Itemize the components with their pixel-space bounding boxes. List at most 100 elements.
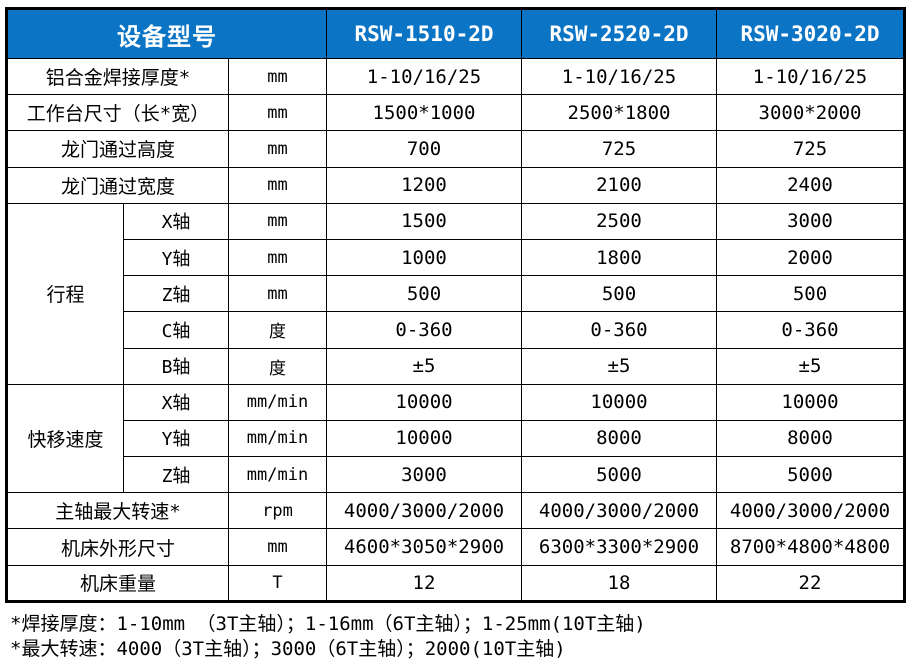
axis-label: B轴 [123, 347, 229, 385]
row-label: 主轴最大转速* [6, 492, 229, 530]
unit-cell: T [228, 564, 327, 602]
axis-label: C轴 [123, 311, 229, 349]
group-label-travel: 行程 [6, 202, 124, 385]
unit-cell: mm [228, 130, 327, 168]
group-label-rapid-speed: 快移速度 [6, 383, 124, 494]
row-label: 龙门通过宽度 [6, 166, 229, 204]
value-cell: 10000 [716, 383, 905, 421]
value-cell: 1-10/16/25 [521, 57, 717, 96]
value-cell: 5000 [716, 456, 905, 494]
value-cell: 12 [326, 564, 522, 602]
footnotes: *焊接厚度：1-10mm （3T主轴）；1-16mm（6T主轴）；1-25mm(… [10, 612, 900, 662]
value-cell: 8000 [716, 419, 905, 458]
value-cell: ±5 [326, 347, 522, 385]
unit-cell: mm [228, 238, 327, 277]
unit-cell: mm [228, 94, 327, 132]
axis-label: Z轴 [123, 456, 229, 494]
value-cell: 4000/3000/2000 [326, 492, 522, 530]
unit-cell: mm/min [228, 383, 327, 421]
row-label: 机床外形尺寸 [6, 528, 229, 566]
value-cell: 2100 [521, 166, 717, 204]
model-header-rsw-2520: RSW-2520-2D [521, 8, 717, 59]
table-row-travel-y: Y轴 mm 1000 1800 2000 [7, 238, 905, 277]
axis-label: Y轴 [123, 419, 229, 458]
model-header-rsw-3020: RSW-3020-2D [716, 8, 905, 59]
table-row-gantry-height: 龙门通过高度 mm 700 725 725 [6, 130, 905, 168]
row-label: 龙门通过高度 [6, 130, 229, 168]
value-cell: 1200 [326, 166, 522, 204]
table-row-machine-dimensions: 机床外形尺寸 mm 4600*3050*2900 6300*3300*2900 … [6, 528, 905, 566]
value-cell: 725 [716, 130, 905, 168]
value-cell: 700 [326, 130, 522, 168]
value-cell: 500 [521, 275, 717, 313]
axis-label: X轴 [123, 202, 229, 240]
unit-cell: mm [228, 275, 327, 313]
value-cell: 10000 [326, 419, 522, 458]
value-cell: 4600*3050*2900 [326, 528, 522, 566]
value-cell: 22 [716, 564, 905, 602]
unit-cell: 度 [228, 347, 327, 385]
value-cell: 2400 [716, 166, 905, 204]
table-row-travel-x: 行程 X轴 mm 1500 2500 3000 [6, 202, 905, 385]
table-row-rapid-z: Z轴 mm/min 3000 5000 5000 [7, 456, 905, 494]
table-row-machine-weight: 机床重量 T 12 18 22 [6, 564, 905, 602]
unit-cell: 度 [228, 311, 327, 349]
value-cell: 5000 [521, 456, 717, 494]
value-cell: 3000 [716, 202, 905, 240]
unit-cell: mm [228, 528, 327, 566]
value-cell: 1500*1000 [326, 94, 522, 132]
footnote-weld-thickness: *焊接厚度：1-10mm （3T主轴）；1-16mm（6T主轴）；1-25mm(… [10, 613, 646, 635]
table-row-travel-c: C轴 度 0-360 0-360 0-360 [7, 311, 905, 349]
value-cell: 0-360 [716, 311, 905, 349]
value-cell: 1-10/16/25 [326, 57, 522, 96]
device-model-header: 设备型号 [6, 8, 327, 59]
value-cell: 500 [716, 275, 905, 313]
value-cell: 2000 [716, 238, 905, 277]
value-cell: 0-360 [521, 311, 717, 349]
value-cell: 6300*3300*2900 [521, 528, 717, 566]
value-cell: 0-360 [326, 311, 522, 349]
table-row-rapid-y: Y轴 mm/min 10000 8000 8000 [7, 419, 905, 458]
value-cell: ±5 [716, 347, 905, 385]
value-cell: 3000*2000 [716, 94, 905, 132]
axis-label: X轴 [123, 383, 229, 421]
value-cell: 10000 [326, 383, 522, 421]
value-cell: 2500*1800 [521, 94, 717, 132]
value-cell: 4000/3000/2000 [716, 492, 905, 530]
value-cell: 1800 [521, 238, 717, 277]
table-row-gantry-width: 龙门通过宽度 mm 1200 2100 2400 [6, 166, 905, 204]
table-row-travel-b: B轴 度 ±5 ±5 ±5 [7, 347, 905, 385]
spec-table: 设备型号 RSW-1510-2D RSW-2520-2D RSW-3020-2D… [5, 7, 906, 603]
value-cell: 8000 [521, 419, 717, 458]
value-cell: 10000 [521, 383, 717, 421]
table-row-spindle-speed: 主轴最大转速* rpm 4000/3000/2000 4000/3000/200… [6, 492, 905, 530]
unit-cell: mm/min [228, 419, 327, 458]
unit-cell: mm/min [228, 456, 327, 494]
unit-cell: mm [228, 202, 327, 240]
value-cell: 18 [521, 564, 717, 602]
table-row-rapid-x: 快移速度 X轴 mm/min 10000 10000 10000 [6, 383, 905, 494]
table-row-weld-thickness: 铝合金焊接厚度* mm 1-10/16/25 1-10/16/25 1-10/1… [6, 57, 905, 96]
value-cell: ±5 [521, 347, 717, 385]
value-cell: 3000 [326, 456, 522, 494]
value-cell: 1500 [326, 202, 522, 240]
value-cell: 4000/3000/2000 [521, 492, 717, 530]
value-cell: 725 [521, 130, 717, 168]
value-cell: 2500 [521, 202, 717, 240]
unit-cell: mm [228, 166, 327, 204]
table-row-worktable-size: 工作台尺寸（长*宽） mm 1500*1000 2500*1800 3000*2… [6, 94, 905, 132]
row-label: 铝合金焊接厚度* [6, 57, 229, 96]
value-cell: 1-10/16/25 [716, 57, 905, 96]
model-header-rsw-1510: RSW-1510-2D [326, 8, 522, 59]
row-label: 机床重量 [6, 564, 229, 602]
footnote-max-speed: *最大转速：4000（3T主轴）；3000（6T主轴）；2000(10T主轴) [10, 638, 566, 660]
table-row-travel-z: Z轴 mm 500 500 500 [7, 275, 905, 313]
row-label: 工作台尺寸（长*宽） [6, 94, 229, 132]
value-cell: 500 [326, 275, 522, 313]
value-cell: 8700*4800*4800 [716, 528, 905, 566]
value-cell: 1000 [326, 238, 522, 277]
axis-label: Z轴 [123, 275, 229, 313]
axis-label: Y轴 [123, 238, 229, 277]
header-row: 设备型号 RSW-1510-2D RSW-2520-2D RSW-3020-2D [6, 8, 905, 59]
